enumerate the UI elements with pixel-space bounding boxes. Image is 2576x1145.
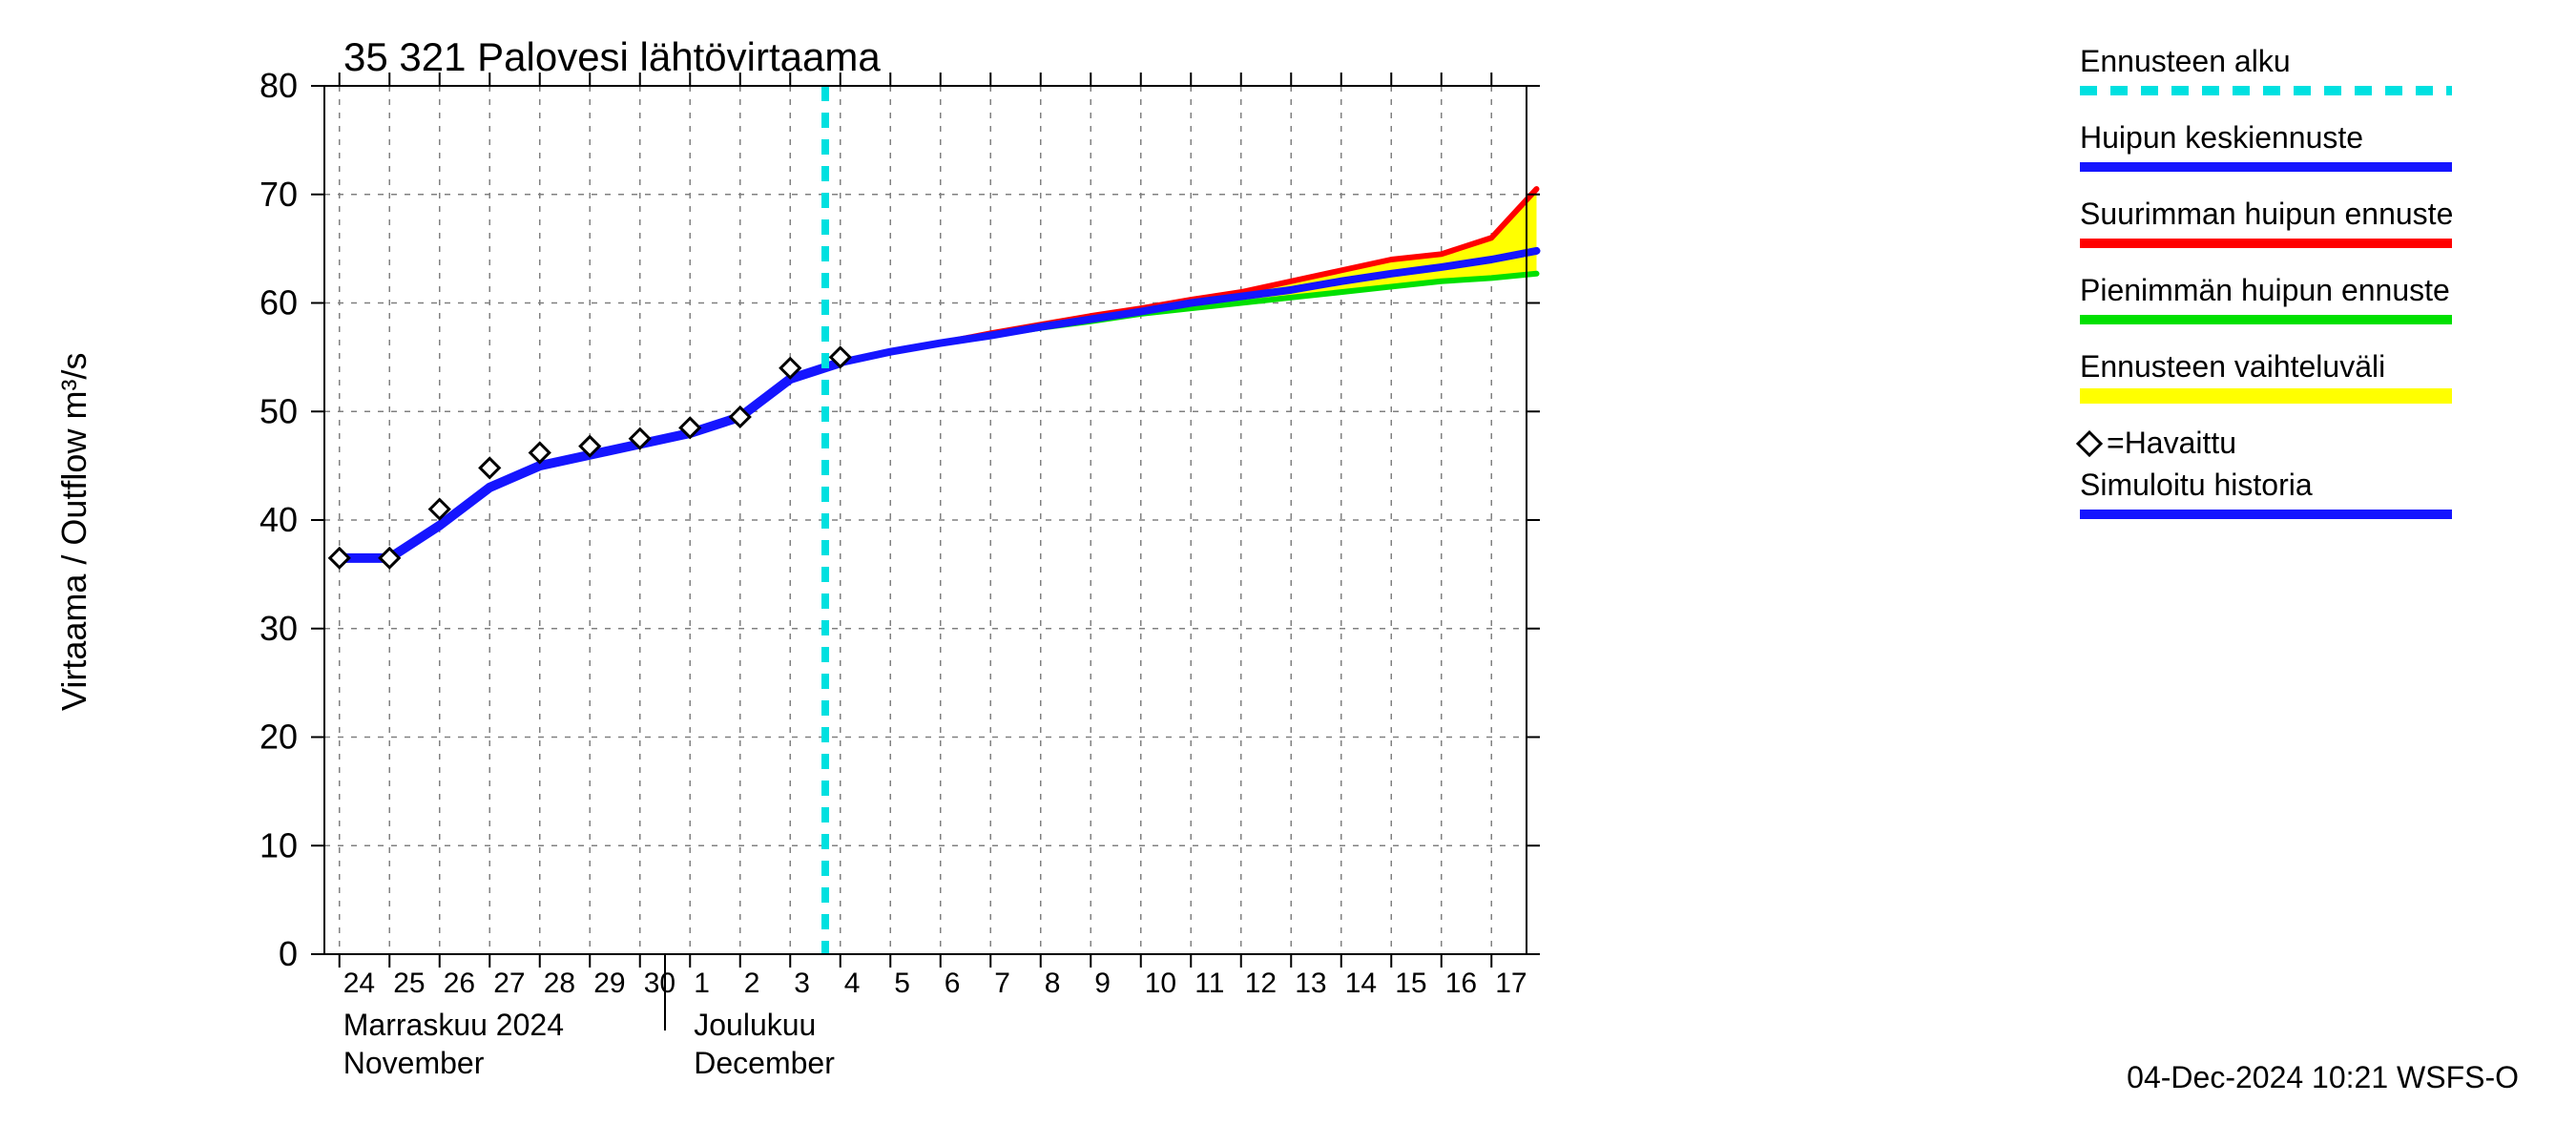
y-tick-label: 50 (260, 391, 298, 430)
x-tick-label: 29 (593, 968, 625, 999)
x-tick-label: 10 (1145, 968, 1176, 999)
x-tick-label: 6 (945, 968, 961, 999)
x-tick-label: 14 (1345, 968, 1377, 999)
y-tick-label: 10 (260, 825, 298, 864)
y-tick-label: 40 (260, 500, 298, 539)
x-tick-label: 9 (1094, 968, 1111, 999)
y-tick-label: 70 (260, 175, 298, 214)
x-tick-label: 11 (1195, 968, 1224, 999)
x-tick-label: 7 (994, 968, 1010, 999)
x-tick-label: 12 (1245, 968, 1277, 999)
x-tick-label: 30 (644, 968, 675, 999)
x-tick-label: 2 (744, 968, 760, 999)
y-tick-label: 20 (260, 718, 298, 757)
month2-fi: Joulukuu (694, 1008, 816, 1042)
footer-timestamp: 04-Dec-2024 10:21 WSFS-O (2127, 1060, 2519, 1094)
legend-label: Ennusteen alku (2080, 44, 2291, 78)
legend-label: Ennusteen vaihteluväli (2080, 349, 2385, 384)
x-tick-label: 17 (1495, 968, 1527, 999)
x-tick-label: 3 (794, 968, 810, 999)
legend-label: Pienimmän huipun ennuste (2080, 273, 2450, 307)
month2-en: December (694, 1046, 835, 1080)
x-tick-label: 24 (343, 968, 375, 999)
y-tick-label: 80 (260, 66, 298, 105)
legend-label: Simuloitu historia (2080, 468, 2313, 502)
x-tick-label: 1 (694, 968, 710, 999)
legend-label: Suurimman huipun ennuste (2080, 197, 2453, 231)
legend-label: =Havaittu (2107, 426, 2236, 460)
chart-title: 35 321 Palovesi lähtövirtaama (343, 34, 881, 79)
outflow-forecast-chart: 0102030405060708024252627282930123456789… (0, 0, 2576, 1145)
legend-label: Huipun keskiennuste (2080, 120, 2363, 155)
x-tick-label: 8 (1045, 968, 1061, 999)
x-tick-label: 5 (894, 968, 910, 999)
y-axis-label: Virtaama / Outflow m³/s (54, 353, 93, 711)
x-tick-label: 13 (1295, 968, 1326, 999)
x-tick-label: 27 (493, 968, 525, 999)
x-tick-label: 25 (393, 968, 425, 999)
y-tick-label: 30 (260, 609, 298, 648)
x-tick-label: 28 (544, 968, 575, 999)
x-tick-label: 4 (844, 968, 861, 999)
x-tick-label: 16 (1445, 968, 1477, 999)
month1-fi: Marraskuu 2024 (343, 1008, 564, 1042)
y-tick-label: 0 (279, 934, 298, 973)
x-tick-label: 26 (444, 968, 475, 999)
x-tick-label: 15 (1395, 968, 1426, 999)
legend-swatch (2080, 388, 2452, 404)
month1-en: November (343, 1046, 485, 1080)
y-tick-label: 60 (260, 283, 298, 323)
